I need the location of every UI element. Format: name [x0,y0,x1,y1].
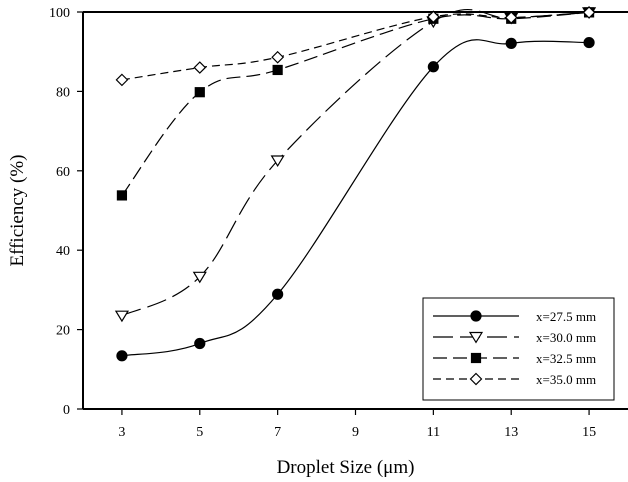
series-1-point [583,36,595,49]
series-line-4 [121,11,590,81]
series-1-point [505,37,517,49]
series-2-point [270,155,285,168]
y-tick-label: 60 [56,165,70,180]
legend-box [422,297,615,401]
y-tick-label: 0 [63,403,70,418]
legend-label-4: x=35.0 mm [536,372,596,387]
series-4-point [504,11,518,24]
series-4-point [427,10,440,24]
legend-marker-4 [469,372,483,386]
series-4-point [193,61,207,74]
y-tick-label: 100 [49,6,70,21]
x-tick-label: 7 [274,425,281,440]
y-tick-label: 80 [56,85,70,100]
series-4-point [271,50,284,64]
axes: 0 20 40 60 80 100 3 5 7 9 11 13 15 [49,6,628,440]
x-tick-label: 11 [427,425,440,440]
series-3-point [272,64,283,76]
legend-label-2: x=30.0 mm [536,330,596,345]
x-axis-label: Droplet Size (μm) [277,457,415,478]
y-axis-label: Efficiency (%) [7,154,28,266]
legend-marker-3 [470,352,482,364]
series-1-point [272,288,284,300]
series-layer [114,6,597,362]
series-line-3 [121,11,590,196]
series-1-point [194,337,206,350]
legend-label-1: x=27.5 mm [536,309,596,324]
legend-marker-1 [470,310,482,322]
x-tick-label: 9 [352,425,359,440]
x-tick-label: 3 [118,425,125,440]
series-1-point [427,61,439,73]
series-line-2 [121,8,590,317]
legend-label-3: x=32.5 mm [536,351,596,366]
x-tick-label: 13 [504,425,518,440]
legend-marker-2 [468,331,484,344]
series-1-point [116,350,128,362]
series-2-point [192,271,207,284]
series-3-point [194,87,205,98]
y-tick-label: 20 [56,324,70,339]
legend: x=27.5 mm x=30.0 mm x=32.5 mm x=35.0 mm [422,297,615,401]
x-tick-label: 5 [196,425,203,440]
x-tick-label: 15 [582,425,596,440]
series-3-point [116,190,128,201]
y-tick-label: 40 [56,244,70,259]
series-4-point [582,6,596,19]
series-4-point [115,73,129,87]
series-2-point [114,310,129,323]
